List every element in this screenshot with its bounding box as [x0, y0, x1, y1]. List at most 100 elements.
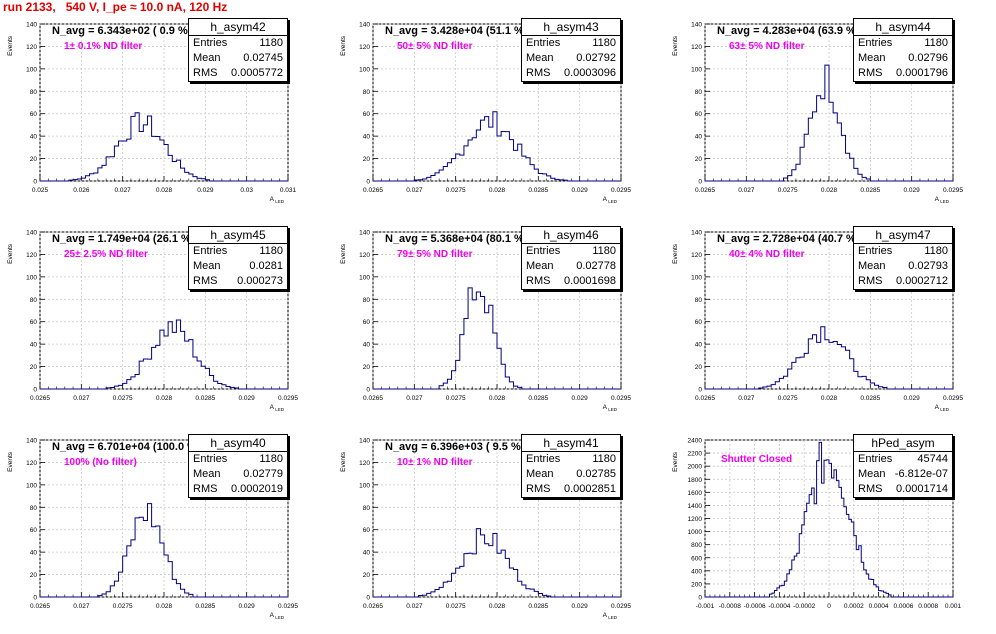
stats-value: 0.0002851	[564, 483, 616, 495]
stats-label: Mean	[526, 468, 554, 480]
x-tick-label: 0.0295	[943, 187, 963, 194]
y-tick-label: 120	[359, 252, 370, 259]
y-tick-label: 40	[30, 550, 38, 557]
stats-row-entries: Entries 1180	[854, 244, 952, 259]
stats-label: RMS	[858, 483, 883, 495]
y-axis-label: Events	[672, 243, 679, 264]
y-tick-label: 140	[26, 22, 37, 29]
y-tick-label: 100	[26, 482, 37, 489]
histogram-outline	[705, 64, 953, 182]
stats-row-rms: RMS 0.0005772	[189, 66, 287, 81]
filter-label: 10± 1% ND filter	[397, 457, 473, 468]
y-tick-label: 80	[363, 297, 371, 304]
stats-value: 0.02779	[243, 468, 283, 480]
stats-value: 0.0001714	[896, 483, 948, 495]
stats-value: 1180	[924, 245, 948, 257]
x-tick-label: 0.0295	[278, 603, 298, 610]
y-tick-label: 80	[30, 505, 38, 512]
y-tick-label: 60	[363, 527, 371, 534]
x-tick-label: 0.0002	[844, 603, 864, 610]
y-tick-label: 100	[691, 274, 702, 281]
x-tick-label: 0.0265	[695, 395, 715, 402]
histogram-pad-h_asym47: 0.0265 0.027 0.0275 0.028 0.0285 0.029 0.0295 0…	[665, 220, 995, 426]
histogram-svg: 0.0265 0.027 0.0275 0.028 0.0285 0.029 0.0295 0…	[672, 22, 963, 205]
y-tick-label: 0	[698, 595, 702, 602]
x-tick-label: 0.028	[156, 187, 173, 194]
stats-row-entries: Entries 45744	[854, 452, 952, 467]
y-axis-label: Events	[340, 35, 347, 56]
y-tick-label: 140	[691, 230, 702, 237]
y-tick-label: 20	[30, 364, 38, 371]
stats-row-mean: Mean 0.02745	[189, 51, 287, 66]
stats-value: 1180	[924, 37, 948, 49]
y-tick-label: 100	[691, 66, 702, 73]
histogram-outline	[40, 112, 288, 182]
y-tick-label: 400	[691, 568, 702, 575]
x-axis-label: A LED	[603, 612, 618, 620]
stats-value: 0.02745	[243, 52, 283, 64]
stats-value: 0.0001698	[564, 275, 616, 287]
y-tick-label: 20	[30, 156, 38, 163]
y-tick-label: 140	[691, 22, 702, 29]
stats-value: 0.0002019	[231, 483, 283, 495]
y-tick-label: 20	[363, 572, 371, 579]
x-axis-label: A LED	[603, 196, 618, 204]
x-tick-label: 0.0265	[363, 395, 383, 402]
y-tick-label: 60	[30, 319, 38, 326]
x-tick-label: 0.031	[280, 187, 297, 194]
x-tick-label: 0.0275	[446, 395, 466, 402]
y-tick-label: 40	[363, 134, 371, 141]
stats-value: 0.0002712	[896, 275, 948, 287]
y-tick-label: 20	[363, 156, 371, 163]
histogram-outline	[373, 111, 621, 182]
y-tick-label: 60	[695, 319, 703, 326]
stats-label: Entries	[193, 37, 228, 49]
y-tick-label: 140	[26, 230, 37, 237]
x-tick-label: 0.0295	[611, 187, 631, 194]
y-tick-label: 120	[359, 44, 370, 51]
x-tick-label: 0.0265	[30, 395, 50, 402]
y-tick-label: 200	[691, 581, 702, 588]
stats-label: Mean	[193, 260, 221, 272]
x-axis-label: A LED	[935, 404, 950, 412]
stats-box: h_asym42 Entries 1180 Mean 0.02745 RMS 0.00057…	[188, 18, 288, 82]
x-axis-label: A LED	[935, 196, 950, 204]
y-tick-label: 600	[691, 555, 702, 562]
y-tick-label: 1800	[688, 477, 703, 484]
x-tick-label: -0.0006	[744, 603, 766, 610]
stats-row-entries: Entries 1180	[189, 452, 287, 467]
n-avg-label: N_avg = 1.749e+04 (26.1 %)	[52, 233, 195, 245]
stats-label: Mean	[858, 260, 886, 272]
stats-value: 45744	[917, 453, 948, 465]
x-tick-label: 0.029	[904, 395, 921, 402]
histogram-pad-h_asym41: 0.0265 0.027 0.0275 0.028 0.0285 0.029 0.0295 0…	[333, 428, 663, 634]
histogram-pad-h_asym44: 0.0265 0.027 0.0275 0.028 0.0285 0.029 0.0295 0…	[665, 12, 995, 218]
n-avg-label: N_avg = 5.368e+04 (80.1 %)	[385, 233, 528, 245]
x-tick-label: 0.027	[115, 187, 132, 194]
y-tick-label: 20	[363, 364, 371, 371]
stats-row-mean: Mean 0.02785	[522, 467, 620, 482]
stats-row-rms: RMS 0.0001796	[854, 66, 952, 81]
y-tick-label: 0	[366, 387, 370, 394]
stats-label: Entries	[858, 453, 893, 465]
stats-box-title: h_asym43	[522, 19, 620, 36]
x-tick-label: 0.026	[73, 187, 90, 194]
stats-value: 1180	[259, 245, 283, 257]
n-avg-label: N_avg = 2.728e+04 (40.7 %)	[717, 233, 860, 245]
stats-value: 0.02796	[908, 52, 948, 64]
stats-label: Entries	[858, 37, 893, 49]
n-avg-label: N_avg = 3.428e+04 (51.1 %)	[385, 25, 528, 37]
y-tick-label: 20	[695, 364, 703, 371]
stats-value: 1180	[259, 37, 283, 49]
y-tick-label: 80	[30, 297, 38, 304]
x-tick-label: 0.029	[197, 187, 214, 194]
stats-row-mean: Mean 0.02778	[522, 259, 620, 274]
stats-row-rms: RMS 0.0002712	[854, 274, 952, 289]
stats-value: 0.02793	[908, 260, 948, 272]
stats-value: 0.0005772	[231, 67, 283, 79]
stats-label: Mean	[526, 260, 554, 272]
stats-label: Mean	[193, 52, 221, 64]
stats-box: h_asym47 Entries 1180 Mean 0.02793 RMS 0.00027…	[853, 226, 953, 290]
y-axis-label: Events	[340, 451, 347, 472]
y-tick-label: 40	[695, 134, 703, 141]
